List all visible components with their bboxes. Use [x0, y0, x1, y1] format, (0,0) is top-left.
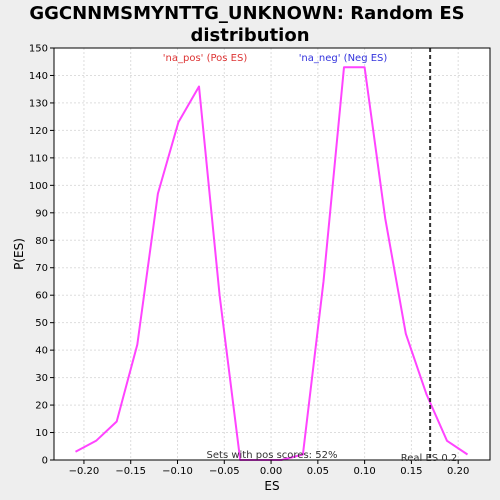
y-tick-label: 20	[35, 401, 48, 412]
y-tick-label: 80	[35, 236, 48, 247]
y-tick-label: 40	[35, 346, 48, 357]
x-tick-label: −0.15	[115, 466, 146, 477]
y-tick-label: 140	[29, 71, 48, 82]
y-tick-label: 0	[42, 456, 48, 467]
x-tick-label: 0.00	[260, 466, 282, 477]
y-tick-label: 70	[35, 263, 48, 274]
y-tick-label: 150	[29, 44, 48, 55]
y-tick-label: 90	[35, 208, 48, 219]
x-tick-label: −0.10	[162, 466, 193, 477]
chart-title-line1: GGCNNMSMYNTTG_UNKNOWN: Random ES	[29, 3, 464, 24]
pos-es-annotation: 'na_pos' (Pos ES)	[163, 53, 248, 64]
y-tick-label: 110	[29, 153, 48, 164]
real-es-label: Real ES 0.2	[401, 453, 457, 464]
x-tick-label: 0.05	[307, 466, 329, 477]
x-axis-title: ES	[264, 479, 279, 493]
x-tick-label: 0.10	[353, 466, 375, 477]
y-tick-label: 60	[35, 291, 48, 302]
y-tick-label: 120	[29, 126, 48, 137]
y-tick-label: 30	[35, 373, 48, 384]
neg-es-annotation: 'na_neg' (Neg ES)	[299, 53, 388, 64]
x-tick-label: 0.20	[447, 466, 469, 477]
x-axis: −0.20 −0.15 −0.10 −0.05 0.00 0.05 0.10 0.15 0.20	[69, 460, 469, 477]
y-tick-label: 130	[29, 98, 48, 109]
y-axis-title: P(ES)	[12, 238, 26, 270]
plot-frame	[53, 47, 491, 461]
y-tick-label: 10	[35, 428, 48, 439]
y-tick-label: 100	[29, 181, 48, 192]
y-axis: 0 10 20 30 40 50 60 70 80 90 100 110 120 130 140 150	[29, 44, 54, 467]
chart-title-line2: distribution	[190, 25, 309, 46]
y-tick-label: 50	[35, 318, 48, 329]
x-tick-label: 0.15	[400, 466, 422, 477]
x-tick-label: −0.20	[69, 466, 100, 477]
sets-pos-scores-annotation: Sets with pos scores: 52%	[207, 450, 338, 461]
plot-area	[54, 48, 490, 460]
x-tick-label: −0.05	[209, 466, 240, 477]
